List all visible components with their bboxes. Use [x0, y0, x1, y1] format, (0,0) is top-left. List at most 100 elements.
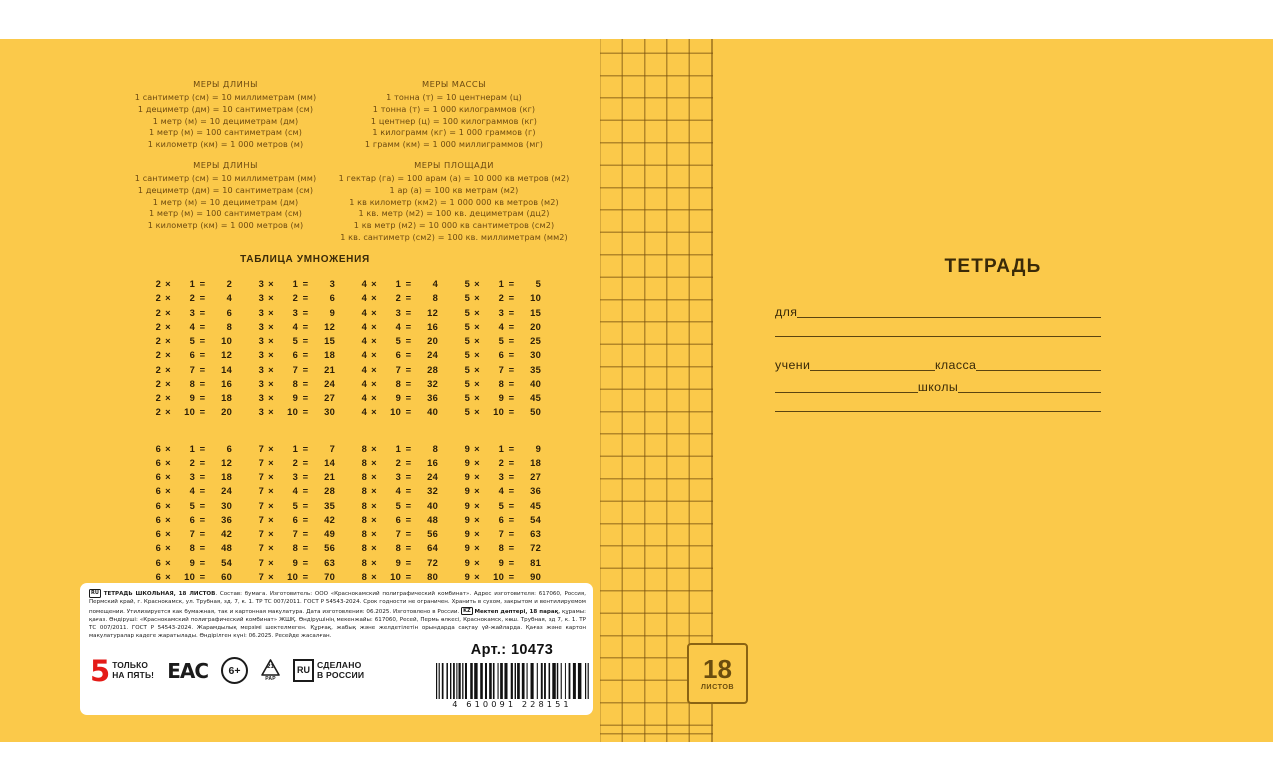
factor-b: 7: [292, 528, 298, 539]
for-field[interactable]: для: [775, 305, 1101, 320]
factor-a: 7: [258, 499, 264, 511]
operator-icon: ×: [165, 306, 171, 318]
operator-icon: ×: [165, 456, 171, 468]
school-field[interactable]: школы: [775, 380, 1102, 395]
multiplication-row: 2 × 3 = 6: [148, 306, 251, 320]
product-value: 12: [221, 456, 232, 468]
factor-b: 4: [189, 320, 195, 332]
measures-length-1: МЕРЫ ДЛИНЫ 1 сантиметр (см) = 10 миллиме…: [108, 79, 343, 151]
operator-icon: ×: [474, 335, 480, 346]
factor-a: 2: [155, 292, 161, 304]
multiplication-row: 6 × 4 = 24: [148, 484, 251, 498]
equals-sign: =: [302, 485, 309, 497]
product-value: 56: [427, 528, 438, 539]
factor-a: 2: [155, 278, 161, 289]
product-value: 36: [427, 392, 438, 403]
age-rating-icon: 6+: [221, 657, 249, 684]
multiplication-row: 8 × 6 = 48: [354, 513, 457, 527]
factor-a: 5: [464, 349, 470, 361]
equals-sign: =: [405, 542, 412, 554]
operator-icon: ×: [165, 392, 171, 403]
equals-sign: =: [199, 528, 206, 539]
operator-icon: ×: [165, 570, 171, 582]
factor-b: 8: [292, 377, 298, 389]
multiplication-column-2: 2 × 1 = 2 2 × 2 = 4 2 × 3 = 6 2 × 4 = 8 2 × 5 = 10 2 × 6 = 12 2 × 7 = 14 2 ×…: [148, 277, 251, 420]
multiplication-row: 6 × 2 = 12: [148, 456, 251, 470]
product-value: 20: [530, 320, 541, 332]
multiplication-row: 7 × 7 = 49: [251, 527, 354, 541]
factor-a: 4: [361, 335, 367, 346]
factor-b: 9: [395, 556, 401, 568]
equals-sign: =: [302, 513, 309, 525]
for-field-line2-rule[interactable]: [775, 336, 1101, 337]
pupil-name-rule[interactable]: [810, 370, 935, 371]
equals-sign: =: [508, 349, 515, 361]
factor-b: 8: [395, 377, 401, 389]
equals-sign: =: [199, 542, 206, 554]
measures-area: МЕРЫ ПЛОЩАДИ 1 гектар (га) = 100 арам (а…: [325, 160, 583, 243]
factor-b: 4: [292, 485, 298, 497]
measure-line: 1 гектар (га) = 100 арам (а) = 10 000 кв…: [338, 173, 570, 184]
measure-line: 1 сантиметр (см) = 10 миллиметрам (мм): [134, 173, 317, 184]
class-rule[interactable]: [976, 370, 1101, 371]
equals-sign: =: [508, 471, 515, 482]
factor-a: 8: [361, 499, 367, 511]
kz-country-code: KZ: [461, 606, 473, 616]
factor-a: 8: [361, 513, 367, 525]
equals-sign: =: [199, 442, 206, 454]
operator-icon: ×: [268, 528, 274, 539]
product-value: 40: [530, 377, 541, 389]
operator-icon: ×: [474, 406, 480, 418]
operator-icon: ×: [474, 513, 480, 525]
product-value: 8: [432, 292, 438, 304]
multiplication-column-5: 5 × 1 = 5 5 × 2 = 10 5 × 3 = 15 5 × 4 = 20 5 × 5 = 25 5 × 6 = 30 5 × 7 = 3…: [457, 277, 560, 420]
product-value: 40: [427, 406, 438, 418]
pupil-field[interactable]: учени класса: [775, 358, 1101, 373]
factor-b: 3: [292, 471, 298, 482]
operator-icon: ×: [165, 349, 171, 361]
equals-sign: =: [302, 499, 309, 511]
product-value: 27: [324, 392, 335, 403]
factor-b: 3: [395, 306, 401, 318]
factor-b: 10: [287, 570, 298, 582]
school-rule-right[interactable]: [958, 392, 1102, 393]
article-number: Арт.: 10473: [470, 642, 554, 658]
for-field-line2[interactable]: [775, 336, 1101, 339]
for-field-rule[interactable]: [797, 317, 1101, 318]
product-value: 49: [324, 528, 335, 539]
certification-logos: 5 ТОЛЬКО НА ПЯТЬ! EAC 6+ 21 PAP RU: [90, 656, 364, 685]
factor-b: 2: [498, 456, 504, 468]
factor-b: 8: [498, 377, 504, 389]
measure-line: 1 дециметр (дм) = 10 сантиметрам (см): [137, 103, 314, 114]
factor-b: 3: [498, 471, 504, 482]
factor-a: 5: [464, 335, 470, 346]
operator-icon: ×: [165, 471, 171, 482]
equals-sign: =: [302, 471, 309, 482]
product-value: 80: [427, 570, 438, 582]
extra-field[interactable]: [775, 411, 1101, 414]
equals-sign: =: [405, 499, 412, 511]
barcode-digits: 4 610091 228151: [452, 699, 572, 709]
multiplication-row: 8 × 4 = 32: [354, 484, 457, 498]
factor-a: 2: [155, 363, 161, 375]
factor-b: 4: [395, 320, 401, 332]
equals-sign: =: [199, 292, 206, 304]
operator-icon: ×: [268, 392, 274, 403]
pupil-field-label: учени: [775, 358, 811, 372]
extra-field-rule[interactable]: [775, 411, 1101, 412]
factor-b: 7: [292, 363, 298, 375]
measure-line: 1 метр (м) = 10 дециметрам (дм): [152, 115, 299, 126]
equals-sign: =: [302, 363, 309, 375]
product-value: 12: [427, 306, 438, 318]
equals-sign: =: [302, 292, 309, 304]
multiplication-row: 7 × 3 = 21: [251, 470, 354, 484]
multiplication-row: 9 × 3 = 27: [457, 470, 560, 484]
factor-b: 8: [498, 542, 504, 554]
school-rule-left[interactable]: [775, 392, 918, 393]
equals-sign: =: [508, 278, 515, 289]
factor-a: 5: [464, 377, 470, 389]
equals-sign: =: [302, 542, 309, 554]
equals-sign: =: [508, 513, 515, 525]
product-value: 30: [530, 349, 541, 361]
multiplication-row: 7 × 5 = 35: [251, 499, 354, 513]
